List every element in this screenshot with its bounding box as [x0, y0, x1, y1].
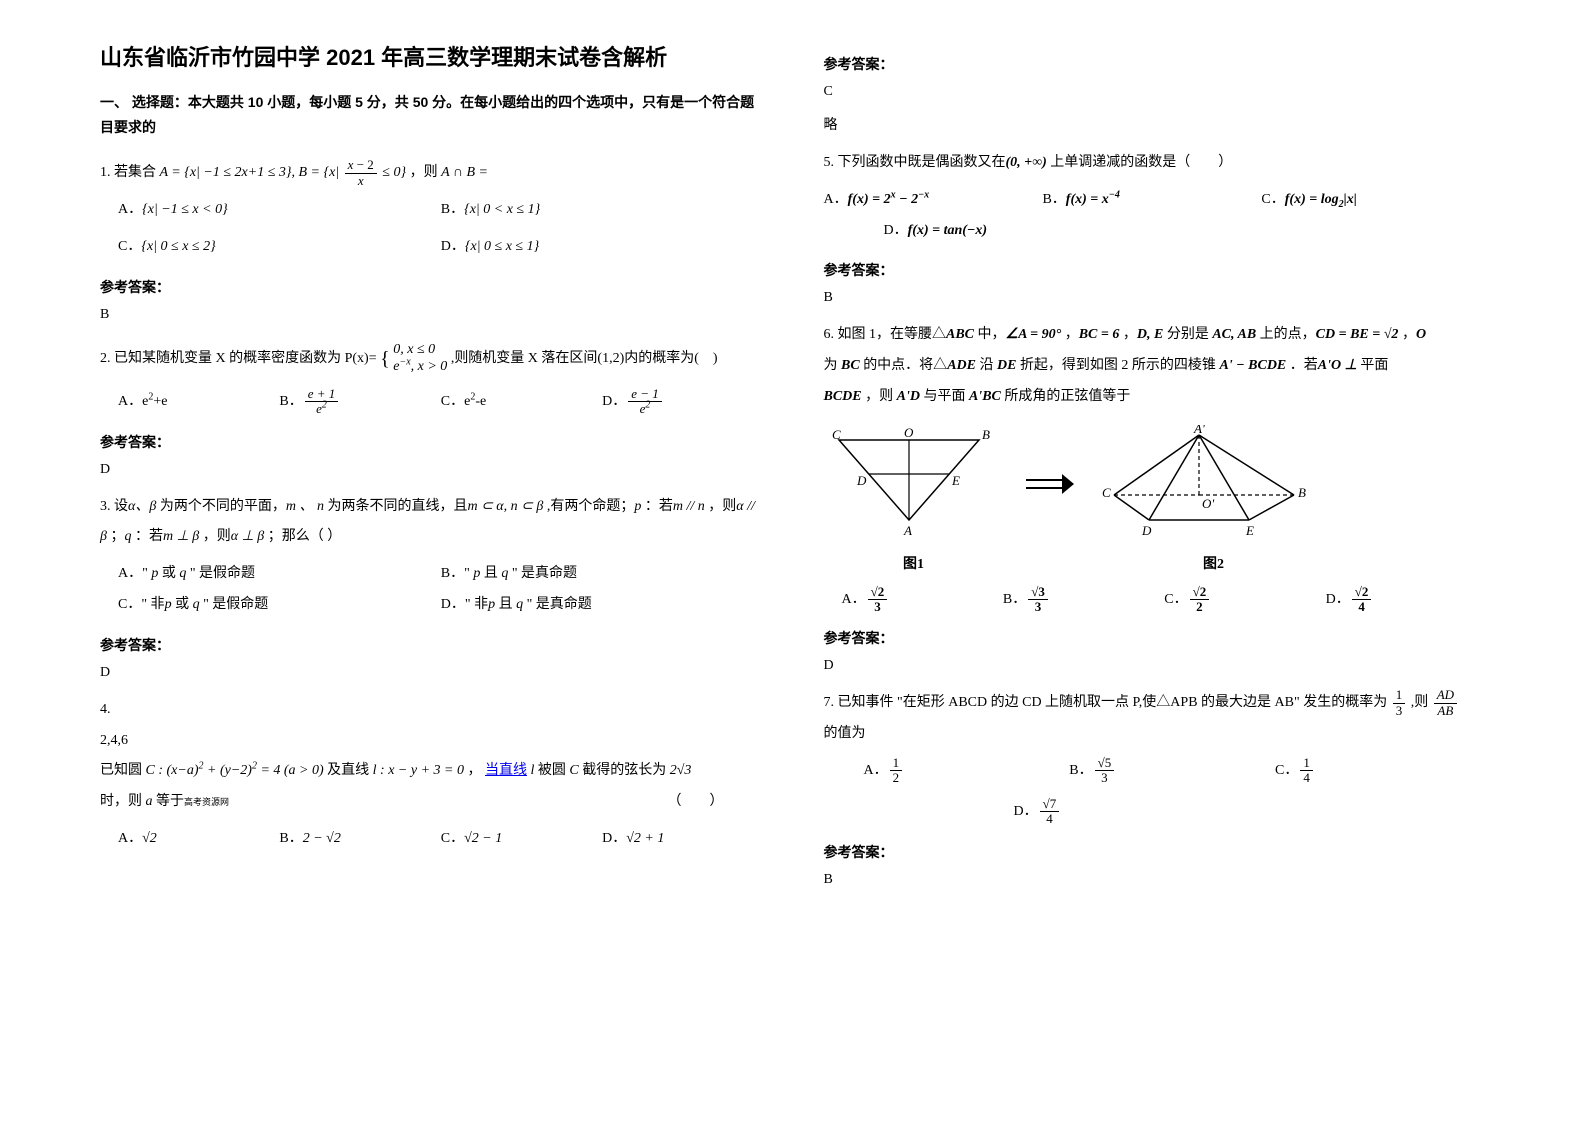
q1-options-row2: C．{x| 0 ≤ x ≤ 2} D．{x| 0 ≤ x ≤ 1} — [118, 232, 764, 263]
svg-text:D: D — [1141, 523, 1152, 538]
q6-arrow-icon — [1024, 470, 1074, 500]
q5-ans-head: 参考答案： — [824, 260, 1488, 280]
q4-ans-head: 参考答案： — [824, 54, 1488, 74]
q2-stem-b: ,则随机变量 X 落在区间(1,2)内的概率为( ) — [451, 351, 718, 366]
q3-ans-head: 参考答案： — [100, 635, 764, 655]
q2-ans-head: 参考答案： — [100, 432, 764, 452]
q2-opt-a: A．e2+e — [118, 387, 279, 418]
q7-opt-b: B．√53 — [1069, 756, 1275, 787]
q3-opt-b: B．" p 且 q " 是真命题 — [441, 559, 764, 590]
q1-set-a: A = {x| −1 ≤ 2x+1 ≤ 3}, B = {x| — [160, 165, 343, 180]
svg-text:E: E — [951, 473, 960, 488]
q3-opt-a: A．" p 或 q " 是假命题 — [118, 559, 441, 590]
question-4: 4. 2,4,6 已知圆 C : (x−a)2 + (y−2)2 = 4 (a … — [100, 695, 764, 855]
svg-text:A': A' — [1193, 425, 1205, 436]
svg-text:D: D — [856, 473, 867, 488]
q6-options: A．√23 B．√33 C．√22 D．√24 — [842, 585, 1488, 615]
q1-options-row1: A．{x| −1 ≤ x < 0} B．{x| 0 < x ≤ 1} — [118, 195, 764, 226]
svg-text:A: A — [903, 523, 912, 538]
q4-link[interactable]: 当直线 — [485, 763, 527, 778]
question-7: 7. 已知事件 "在矩形 ABCD 的边 CD 上随机取一点 P,使△APB 的… — [824, 688, 1488, 827]
q2-opt-c: C．e2-e — [441, 387, 602, 418]
q6-ans-head: 参考答案： — [824, 628, 1488, 648]
q2-piecewise: 0, x ≤ 0 e−x, x > 0 — [393, 342, 447, 376]
q2-opt-d: D．e − 1e2 — [602, 387, 763, 418]
right-column: 参考答案： C 略 5. 下列函数中既是偶函数又在(0, +∞) 上单调递减的函… — [824, 40, 1488, 902]
q7-opt-c: C．14 — [1275, 756, 1481, 787]
question-5: 5. 下列函数中既是偶函数又在(0, +∞) 上单调递减的函数是（ ） A．f(… — [824, 148, 1488, 246]
q4-num: 4. — [100, 695, 764, 726]
q6-opt-d: D．√24 — [1326, 585, 1487, 615]
q1-frac: x − 2x — [345, 158, 377, 188]
question-6: 6. 如图 1，在等腰△ABC 中，∠A = 90° ，BC = 6 ，D, E… — [824, 320, 1488, 412]
q4-opt-d: D．√2 + 1 — [602, 824, 763, 855]
q5-ans: B — [824, 290, 1488, 306]
q6-figures: C B A D E O — [824, 425, 1488, 545]
q6-opt-c: C．√22 — [1164, 585, 1325, 615]
q5-opt-b: B．f(x) = x−4 — [1042, 185, 1261, 216]
q1-opt-a: A．{x| −1 ≤ x < 0} — [118, 195, 441, 226]
q4-body: 已知圆 C : (x−a)2 + (y−2)2 = 4 (a > 0) 及直线 … — [100, 756, 764, 818]
section-1-head: 一、 选择题：本大题共 10 小题，每小题 5 分，共 50 分。在每小题给出的… — [100, 90, 764, 140]
q4-brief: 略 — [824, 114, 1488, 134]
q6-ans: D — [824, 658, 1488, 674]
svg-text:B: B — [982, 427, 990, 442]
q7-options: A．12 B．√53 C．14 D．√74 — [864, 756, 1488, 828]
q3-options: A．" p 或 q " 是假命题 B．" p 且 q " 是真命题 C．" 非p… — [118, 559, 764, 621]
svg-text:C: C — [1102, 485, 1111, 500]
q5-options: A．f(x) = 2x − 2−x B．f(x) = x−4 C．f(x) = … — [824, 185, 1488, 247]
question-3: 3. 设α、β 为两个不同的平面，m 、 n 为两条不同的直线，且m ⊂ α, … — [100, 492, 764, 621]
q1-anb: A ∩ B = — [441, 165, 488, 180]
q7-opt-a: A．12 — [864, 756, 1070, 787]
q1-opt-c: C．{x| 0 ≤ x ≤ 2} — [118, 232, 441, 263]
q4-options: A．√2 B．2 − √2 C．√2 − 1 D．√2 + 1 — [118, 824, 764, 855]
q5-opt-d: D．f(x) = tan(−x) — [824, 216, 1488, 247]
page-title: 山东省临沂市竹园中学 2021 年高三数学理期末试卷含解析 — [100, 40, 764, 72]
q2-stem-a: 2. 已知某随机变量 X 的概率密度函数为 P(x)= — [100, 351, 380, 366]
q2-ans: D — [100, 462, 764, 478]
q3-ans: D — [100, 665, 764, 681]
q4-opt-b: B．2 − √2 — [279, 824, 440, 855]
svg-text:E: E — [1245, 523, 1254, 538]
q1-stem-b: ，则 — [410, 165, 442, 180]
q5-opt-c: C．f(x) = log2|x| — [1261, 185, 1480, 216]
q4-opt-a: A．√2 — [118, 824, 279, 855]
q2-opt-b: B．e + 1e2 — [279, 387, 440, 418]
q1-opt-b: B．{x| 0 < x ≤ 1} — [441, 195, 764, 226]
q1-set-b: ≤ 0} — [382, 165, 406, 180]
q3-opt-c: C．" 非p 或 q " 是假命题 — [118, 590, 441, 621]
q6-figure-2: A' C B D E O' — [1094, 425, 1334, 545]
q1-opt-d: D．{x| 0 ≤ x ≤ 1} — [441, 232, 764, 263]
svg-text:C: C — [832, 427, 841, 442]
q4-extra: 2,4,6 — [100, 726, 764, 757]
svg-text:B: B — [1298, 485, 1306, 500]
q6-fig1-label: 图1 — [824, 553, 1004, 573]
svg-text:O': O' — [1202, 496, 1214, 511]
q7-ans-head: 参考答案： — [824, 842, 1488, 862]
q1-stem-a: 1. 若集合 — [100, 165, 160, 180]
q3-opt-d: D．" 非p 且 q " 是真命题 — [441, 590, 764, 621]
q7-ans: B — [824, 872, 1488, 888]
q5-opt-a: A．f(x) = 2x − 2−x — [824, 185, 1043, 216]
q6-opt-a: A．√23 — [842, 585, 1003, 615]
q6-fig2-label: 图2 — [1094, 553, 1334, 573]
question-1: 1. 若集合 A = {x| −1 ≤ 2x+1 ≤ 3}, B = {x| x… — [100, 158, 764, 262]
left-column: 山东省临沂市竹园中学 2021 年高三数学理期末试卷含解析 一、 选择题：本大题… — [100, 40, 764, 902]
q6-figure-labels: 图1 图2 — [824, 553, 1488, 573]
q7-opt-d: D．√74 — [864, 797, 1488, 828]
q6-opt-b: B．√33 — [1003, 585, 1164, 615]
q6-figure-1: C B A D E O — [824, 425, 1004, 545]
svg-text:O: O — [904, 425, 914, 440]
q4-ans: C — [824, 84, 1488, 100]
q4-opt-c: C．√2 − 1 — [441, 824, 602, 855]
q1-ans: B — [100, 307, 764, 323]
q2-options: A．e2+e B．e + 1e2 C．e2-e D．e − 1e2 — [118, 387, 764, 418]
question-2: 2. 已知某随机变量 X 的概率密度函数为 P(x)= { 0, x ≤ 0 e… — [100, 337, 764, 418]
q1-ans-head: 参考答案： — [100, 277, 764, 297]
q2-brace: { — [380, 348, 390, 370]
